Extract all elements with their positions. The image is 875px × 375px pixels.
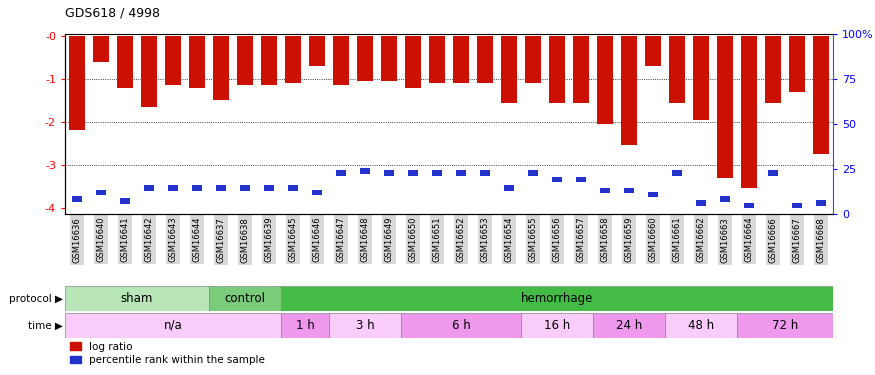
Text: sham: sham: [121, 292, 153, 305]
Bar: [281, 286, 833, 311]
Bar: [332, 36, 349, 86]
Bar: [717, 36, 733, 178]
Bar: [477, 36, 494, 83]
Bar: [813, 36, 829, 154]
Bar: [189, 36, 206, 88]
Bar: [620, 36, 637, 146]
Bar: [788, 36, 805, 92]
Bar: [96, 190, 106, 195]
Text: 1 h: 1 h: [296, 319, 314, 332]
Bar: [164, 36, 181, 86]
Bar: [720, 196, 730, 202]
Text: 72 h: 72 h: [772, 319, 798, 332]
Bar: [504, 186, 514, 191]
Bar: [648, 192, 658, 198]
Text: 6 h: 6 h: [452, 319, 471, 332]
Bar: [401, 313, 521, 338]
Bar: [336, 171, 346, 176]
Text: 3 h: 3 h: [355, 319, 374, 332]
Bar: [429, 36, 445, 83]
Bar: [65, 286, 209, 311]
Bar: [737, 313, 833, 338]
Bar: [665, 313, 737, 338]
Bar: [452, 36, 469, 83]
Text: 48 h: 48 h: [688, 319, 714, 332]
Bar: [768, 171, 778, 176]
Bar: [745, 202, 753, 208]
Bar: [213, 36, 229, 100]
Text: GDS618 / 4998: GDS618 / 4998: [65, 7, 160, 20]
Bar: [480, 171, 490, 176]
Bar: [404, 36, 422, 88]
Bar: [144, 186, 154, 191]
Bar: [264, 186, 274, 191]
Bar: [93, 36, 109, 62]
Bar: [740, 36, 758, 188]
Bar: [597, 36, 613, 124]
Bar: [693, 36, 710, 120]
Bar: [577, 177, 585, 183]
Text: 16 h: 16 h: [544, 319, 570, 332]
Bar: [281, 313, 329, 338]
Bar: [121, 198, 130, 204]
Bar: [168, 186, 178, 191]
Bar: [381, 36, 397, 81]
Bar: [528, 171, 537, 176]
Bar: [521, 313, 593, 338]
Text: control: control: [225, 292, 265, 305]
Bar: [261, 36, 277, 86]
Bar: [552, 177, 562, 183]
Text: time ▶: time ▶: [28, 321, 63, 330]
Bar: [329, 313, 401, 338]
Bar: [572, 36, 590, 103]
Bar: [209, 286, 281, 311]
Bar: [765, 36, 781, 103]
Bar: [525, 36, 542, 83]
Legend: log ratio, percentile rank within the sample: log ratio, percentile rank within the sa…: [70, 342, 265, 365]
Bar: [73, 196, 81, 202]
Bar: [284, 36, 301, 83]
Bar: [645, 36, 662, 66]
Bar: [668, 36, 685, 103]
Bar: [241, 186, 249, 191]
Bar: [549, 36, 565, 103]
Bar: [289, 186, 298, 191]
Bar: [309, 36, 326, 66]
Bar: [68, 36, 86, 130]
Bar: [141, 36, 158, 107]
Bar: [384, 171, 394, 176]
Bar: [409, 171, 417, 176]
Bar: [696, 201, 705, 206]
Bar: [457, 171, 466, 176]
Text: hemorrhage: hemorrhage: [521, 292, 593, 305]
Bar: [357, 36, 374, 81]
Text: 24 h: 24 h: [616, 319, 642, 332]
Bar: [192, 186, 201, 191]
Text: protocol ▶: protocol ▶: [9, 294, 63, 303]
Bar: [625, 188, 634, 193]
Bar: [236, 36, 254, 86]
Bar: [600, 188, 610, 193]
Bar: [116, 36, 133, 88]
Text: n/a: n/a: [164, 319, 182, 332]
Bar: [216, 186, 226, 191]
Bar: [432, 171, 442, 176]
Bar: [593, 313, 665, 338]
Bar: [500, 36, 517, 103]
Bar: [793, 202, 802, 208]
Bar: [672, 171, 682, 176]
Bar: [816, 201, 826, 206]
Bar: [65, 313, 281, 338]
Bar: [360, 168, 369, 174]
Bar: [312, 190, 322, 195]
